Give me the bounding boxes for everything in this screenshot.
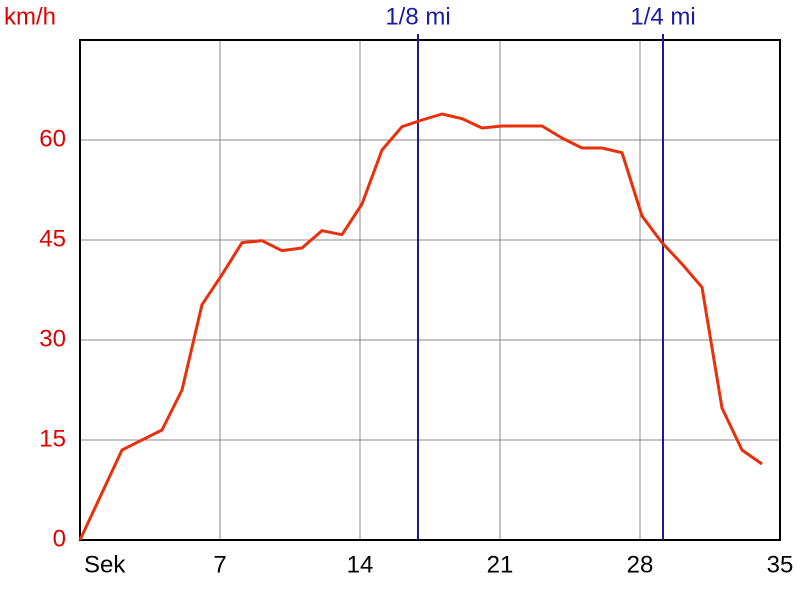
y-tick-label: 30	[39, 325, 66, 352]
x-tick-label: 35	[767, 551, 794, 578]
y-axis-label: km/h	[4, 3, 56, 30]
x-tick-label: 28	[627, 551, 654, 578]
y-tick-label: 0	[53, 525, 66, 552]
plot-frame	[79, 39, 781, 541]
distance-marker-label: 1/8 mi	[385, 3, 450, 30]
distance-marker-label: 1/4 mi	[630, 3, 695, 30]
x-tick-label: 7	[213, 551, 226, 578]
y-tick-label: 45	[39, 225, 66, 252]
y-tick-label: 60	[39, 125, 66, 152]
speed-line	[78, 112, 763, 541]
x-tick-label: 14	[347, 551, 374, 578]
x-tick-label: Sek	[84, 551, 126, 578]
x-tick-label: 21	[487, 551, 514, 578]
y-tick-label: 15	[39, 425, 66, 452]
